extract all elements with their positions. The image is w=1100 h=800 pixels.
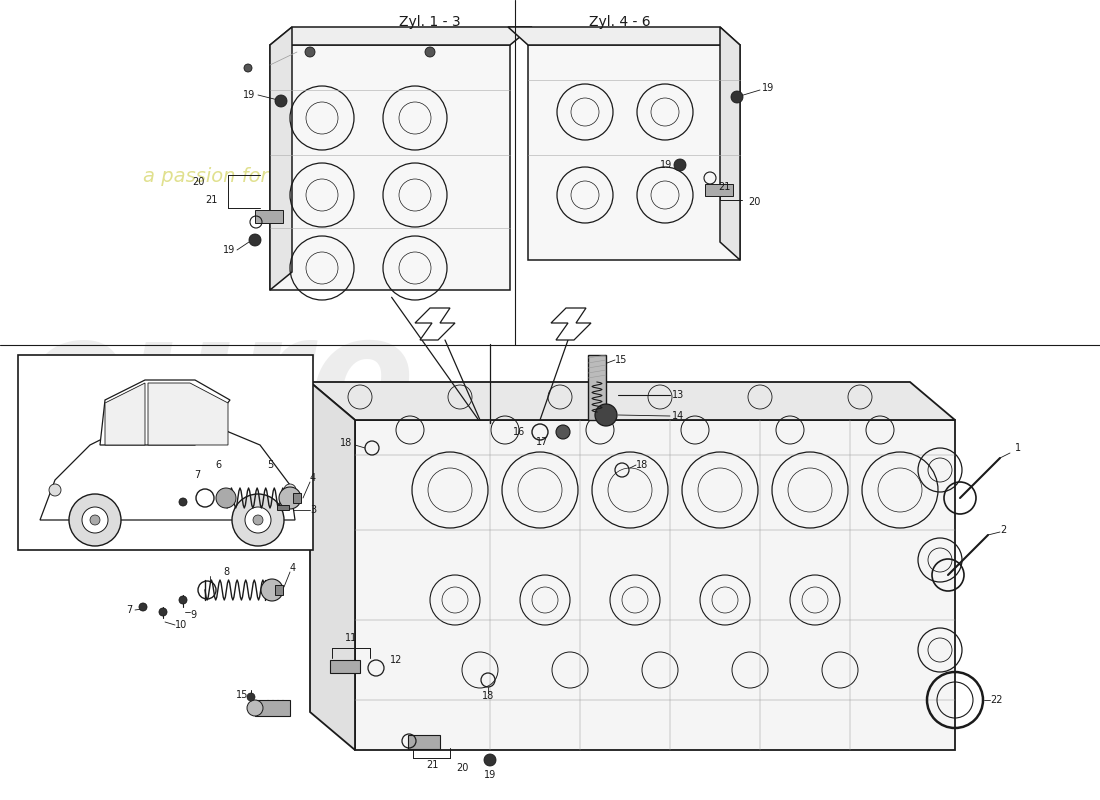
Polygon shape	[528, 45, 740, 260]
Text: 19: 19	[484, 770, 496, 780]
Text: 4: 4	[310, 473, 316, 483]
Circle shape	[275, 95, 287, 107]
Text: 19: 19	[222, 245, 235, 255]
Text: Zyl. 1 - 3: Zyl. 1 - 3	[399, 15, 461, 29]
Circle shape	[484, 754, 496, 766]
Text: 7: 7	[194, 470, 200, 480]
Text: 1: 1	[1015, 443, 1021, 453]
Bar	[18, 355, 314, 550]
Circle shape	[179, 498, 187, 506]
Polygon shape	[310, 382, 355, 750]
Text: 21: 21	[206, 195, 218, 205]
Circle shape	[253, 515, 263, 525]
Polygon shape	[720, 27, 740, 260]
Text: 20: 20	[748, 197, 760, 207]
Bar	[275, 585, 283, 595]
Circle shape	[556, 425, 570, 439]
Text: 22: 22	[990, 695, 1002, 705]
Text: 13: 13	[672, 390, 684, 400]
Circle shape	[160, 608, 167, 616]
Polygon shape	[270, 27, 532, 45]
Circle shape	[245, 507, 271, 533]
Text: 21: 21	[426, 760, 438, 770]
Circle shape	[244, 64, 252, 72]
Text: 18: 18	[340, 438, 352, 448]
Polygon shape	[104, 383, 145, 445]
Bar	[588, 355, 606, 420]
Text: 21: 21	[718, 182, 730, 192]
Circle shape	[232, 494, 284, 546]
Bar	[408, 735, 440, 749]
Polygon shape	[415, 308, 455, 340]
Text: euro: euro	[22, 310, 415, 458]
Text: 2: 2	[1000, 525, 1006, 535]
Circle shape	[425, 47, 435, 57]
Circle shape	[216, 488, 236, 508]
Circle shape	[284, 484, 296, 496]
Text: 19: 19	[660, 160, 672, 170]
Polygon shape	[551, 308, 591, 340]
Text: 18: 18	[482, 691, 494, 701]
Polygon shape	[355, 420, 955, 750]
Text: 20: 20	[192, 177, 205, 187]
Text: 12: 12	[390, 655, 403, 665]
Bar	[330, 660, 360, 673]
Polygon shape	[270, 45, 510, 290]
Text: 18: 18	[636, 460, 648, 470]
Circle shape	[305, 47, 315, 57]
Text: 5: 5	[267, 460, 273, 470]
Text: 7: 7	[125, 605, 132, 615]
Text: 20: 20	[456, 763, 469, 773]
Circle shape	[732, 91, 742, 103]
Polygon shape	[270, 27, 292, 290]
Circle shape	[279, 487, 301, 509]
Circle shape	[674, 159, 686, 171]
Bar	[705, 184, 733, 196]
Text: 19: 19	[762, 83, 774, 93]
Text: 11: 11	[345, 633, 358, 643]
Text: 10: 10	[175, 620, 187, 630]
Circle shape	[595, 404, 617, 426]
Text: 6: 6	[216, 460, 222, 470]
Circle shape	[179, 596, 187, 604]
Circle shape	[248, 700, 263, 716]
Circle shape	[90, 515, 100, 525]
Bar	[293, 493, 301, 503]
Polygon shape	[100, 380, 230, 445]
Polygon shape	[40, 420, 295, 520]
Circle shape	[69, 494, 121, 546]
Text: a passion for parts since 1985: a passion for parts since 1985	[143, 166, 438, 186]
Circle shape	[139, 603, 147, 611]
Polygon shape	[310, 382, 955, 420]
Circle shape	[249, 234, 261, 246]
Circle shape	[261, 579, 283, 601]
Circle shape	[50, 484, 60, 496]
Text: 16: 16	[513, 427, 525, 437]
Text: 4: 4	[290, 563, 296, 573]
Text: 15: 15	[235, 690, 248, 700]
Polygon shape	[508, 27, 740, 45]
Polygon shape	[148, 383, 228, 445]
Text: 14: 14	[672, 411, 684, 421]
Bar	[277, 505, 289, 510]
Text: 15: 15	[615, 355, 627, 365]
Text: 9: 9	[190, 610, 196, 620]
Text: 3: 3	[310, 505, 316, 515]
Bar	[255, 700, 290, 716]
Text: 8: 8	[224, 567, 230, 577]
Bar	[255, 210, 283, 223]
Text: 19: 19	[243, 90, 255, 100]
Circle shape	[248, 693, 255, 701]
Text: res: res	[418, 422, 688, 570]
Circle shape	[82, 507, 108, 533]
Text: Zyl. 4 - 6: Zyl. 4 - 6	[590, 15, 651, 29]
Text: 17: 17	[536, 437, 548, 447]
